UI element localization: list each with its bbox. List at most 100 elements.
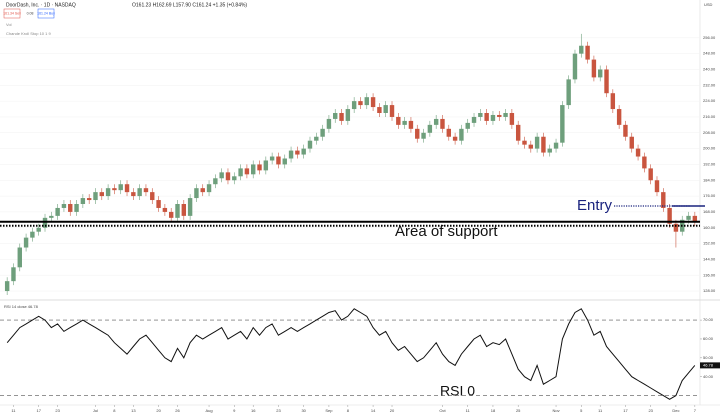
candle-body <box>345 109 351 121</box>
candle-body <box>503 113 508 117</box>
y-tick-label: 60.00 <box>703 336 714 341</box>
sell-price[interactable]: 161.34 Sell <box>3 11 21 15</box>
candle-body <box>23 237 29 248</box>
candle-body <box>150 192 155 201</box>
candle-body <box>36 227 41 232</box>
candle-body <box>572 53 578 80</box>
x-tick-label: 23 <box>648 408 653 413</box>
x-tick-label: 23 <box>55 408 60 413</box>
candle-body <box>257 164 262 171</box>
y-tick-label: 216.00 <box>703 114 716 119</box>
candle-body <box>377 107 382 113</box>
x-tick-label: 11 <box>466 408 471 413</box>
candle-body <box>509 113 515 125</box>
candle-body <box>276 156 281 165</box>
candle-body <box>269 156 275 161</box>
candle-body <box>55 207 60 216</box>
candle-body <box>427 124 433 133</box>
x-tick-label: Oct <box>439 408 446 413</box>
candle-body <box>314 136 319 141</box>
candle-body <box>667 207 672 224</box>
candle-body <box>623 124 628 137</box>
candle-body <box>162 207 168 212</box>
candle-body <box>219 172 224 179</box>
x-tick-label: 7 <box>694 408 697 413</box>
x-tick-label: 8 <box>113 408 116 413</box>
candle-body <box>471 116 477 123</box>
y-tick-label: 70.00 <box>703 317 714 322</box>
candle-body <box>515 124 521 141</box>
candle-body <box>415 128 420 139</box>
y-tick-label: 128.00 <box>703 288 716 293</box>
candle-body <box>610 93 616 110</box>
candle-body <box>616 109 622 125</box>
candle-body <box>598 69 603 78</box>
x-tick-label: 11 <box>598 408 603 413</box>
x-tick-label: Dec <box>672 408 679 413</box>
x-tick-label: 20 <box>390 408 395 413</box>
candle-body <box>131 192 136 197</box>
candle-body <box>213 178 218 185</box>
candle-body <box>560 105 565 143</box>
last-value-box <box>700 362 720 369</box>
x-tick-label: 8 <box>347 408 350 413</box>
candle-body <box>566 79 571 106</box>
candle-body <box>200 188 205 193</box>
candle-body <box>206 184 212 193</box>
candle-body <box>686 215 691 220</box>
x-tick-label: 16 <box>251 408 256 413</box>
x-tick-label: Nov <box>552 408 559 413</box>
candle-body <box>105 188 111 197</box>
buy-price[interactable]: 161.24 Buy <box>37 11 55 15</box>
candle-body <box>673 223 679 232</box>
y-tick-label: 248.00 <box>703 51 716 56</box>
candle-body <box>440 118 445 129</box>
x-tick-label: 9 <box>233 408 236 413</box>
candle-body <box>642 156 647 169</box>
candle-body <box>124 184 130 193</box>
candle-body <box>307 140 313 149</box>
y-tick-label: 152.00 <box>703 241 716 246</box>
x-tick-label: 17 <box>623 408 628 413</box>
symbol-title: DoorDash, Inc. · 1D · NASDAQ <box>6 2 76 8</box>
x-tick-label: 25 <box>516 408 521 413</box>
y-tick-label: 160.00 <box>703 225 716 230</box>
candle-body <box>692 215 698 222</box>
candle-body <box>459 128 464 141</box>
candle-body <box>232 176 237 181</box>
candle-body <box>320 128 325 137</box>
y-tick-label: 40.00 <box>703 374 714 379</box>
currency: USD <box>704 2 713 7</box>
candle-body <box>528 144 534 149</box>
support-label: Area of support <box>395 223 498 240</box>
candle-body <box>547 148 552 153</box>
candle-body <box>351 101 357 110</box>
indicator-label: Chande Kroll Stop 10 1 9 <box>6 31 51 36</box>
entry-label: Entry <box>577 197 613 214</box>
y-tick-label: 240.00 <box>703 67 716 72</box>
candle-body <box>635 148 641 157</box>
candle-body <box>225 172 231 181</box>
y-tick-label: 144.00 <box>703 256 716 261</box>
candle-body <box>143 188 149 193</box>
candle-body <box>17 247 22 268</box>
x-tick-label: 14 <box>371 408 376 413</box>
x-tick-label: 5 <box>580 408 583 413</box>
candle-body <box>358 101 363 106</box>
candle-body <box>175 204 180 218</box>
x-tick-label: 18 <box>491 408 496 413</box>
candle-body <box>333 113 338 119</box>
candle-body <box>86 198 92 201</box>
x-tick-label: 26 <box>175 408 180 413</box>
sell-button[interactable] <box>3 8 21 19</box>
candle-body <box>11 267 16 282</box>
candle-body <box>301 148 306 155</box>
x-tick-label: 11 <box>11 408 16 413</box>
candle-body <box>534 136 540 149</box>
candle-body <box>364 97 369 106</box>
buy-button[interactable] <box>37 8 55 19</box>
y-tick-label: 176.00 <box>703 193 716 198</box>
y-tick-label: 136.00 <box>703 272 716 277</box>
